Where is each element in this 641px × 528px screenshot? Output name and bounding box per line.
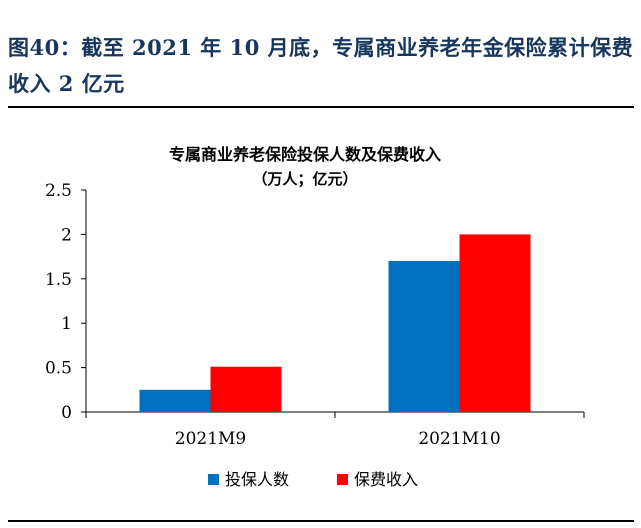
bar-premium-income xyxy=(459,234,531,412)
legend-swatch xyxy=(208,474,219,485)
y-tick-label: 2.5 xyxy=(45,181,72,201)
bottom-divider xyxy=(8,520,634,522)
y-tick-label: 1.5 xyxy=(45,270,72,290)
chart-title: 专属商业养老保险投保人数及保费收入 xyxy=(169,145,441,164)
x-axis: 2021M9 2021M10 xyxy=(85,411,585,449)
y-tick-label: 0 xyxy=(61,403,72,423)
x-tick-label: 2021M10 xyxy=(418,429,500,449)
figure-caption: 图40：截至 2021 年 10 月底，专属商业养老年金保险累计保费收入 2 亿… xyxy=(8,35,634,96)
y-tick-label: 0.5 xyxy=(45,359,72,379)
legend-label: 投保人数 xyxy=(225,470,289,489)
x-tick-label: 2021M9 xyxy=(175,429,247,449)
chart-subtitle: （万人；亿元） xyxy=(252,170,357,188)
y-tick-label: 1 xyxy=(61,314,72,334)
bar-insured-count xyxy=(388,261,460,412)
bars xyxy=(139,234,531,412)
legend: 投保人数 保费收入 xyxy=(208,470,418,489)
legend-swatch xyxy=(337,474,348,485)
caption-divider xyxy=(8,106,634,108)
legend-label: 保费收入 xyxy=(354,470,418,489)
bar-premium-income xyxy=(210,366,282,412)
y-axis: 0 0.5 1 1.5 2 2.5 xyxy=(45,181,87,423)
bar-insured-count xyxy=(139,389,211,412)
y-tick-label: 2 xyxy=(61,225,72,245)
